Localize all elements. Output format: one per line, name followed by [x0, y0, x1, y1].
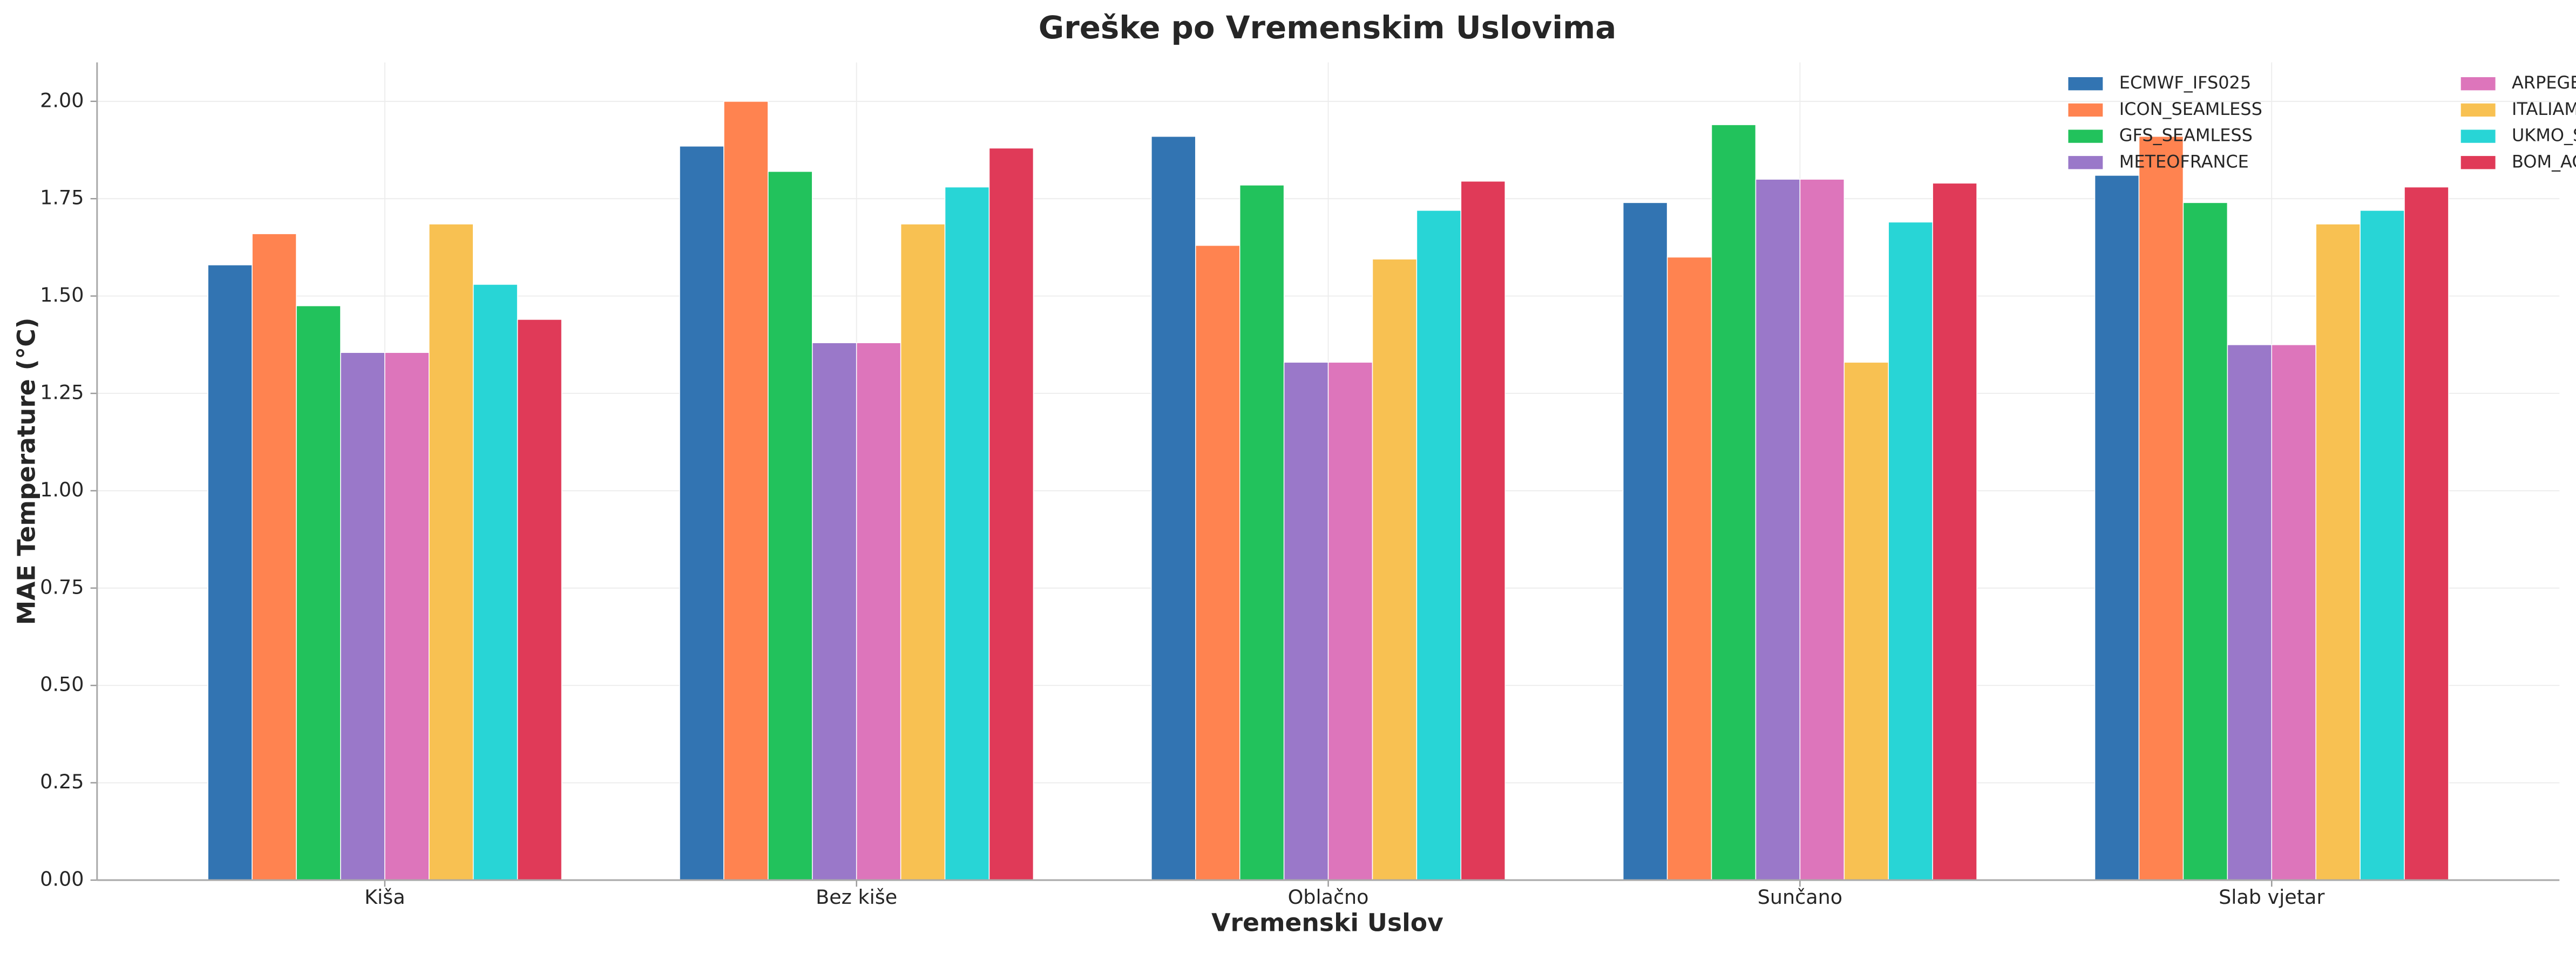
x-tick-label: Slab vjetar	[2219, 885, 2324, 909]
bar	[1666, 256, 1712, 881]
bar	[2404, 186, 2449, 881]
bar	[1622, 202, 1668, 881]
y-tick-label: 1.00	[40, 478, 84, 501]
bar	[252, 233, 297, 881]
bar	[944, 186, 990, 881]
bar	[1711, 124, 1757, 881]
y-tick-label: 1.75	[40, 186, 84, 209]
legend-label: ECMWF_IFS025	[2119, 72, 2251, 93]
y-axis-label: MAE Temperature (°C)	[12, 317, 40, 625]
bar	[429, 223, 474, 881]
x-tick-label: Oblačno	[1288, 885, 1369, 909]
bar	[2227, 344, 2273, 881]
bar	[1239, 185, 1285, 881]
legend-swatch	[2068, 130, 2103, 143]
legend-swatch	[2068, 103, 2103, 117]
bar	[517, 319, 562, 881]
bar	[1283, 362, 1329, 881]
y-tick-label: 0.75	[40, 575, 84, 598]
legend-label: ITALIAMETEO_ICON2I	[2512, 99, 2576, 119]
bar	[988, 147, 1034, 881]
legend-label: ICON_SEAMLESS	[2119, 99, 2262, 119]
bar	[1372, 258, 1418, 881]
bar	[2182, 202, 2228, 881]
y-tick-label: 0.50	[40, 673, 84, 696]
bar	[2138, 135, 2184, 881]
bar	[679, 146, 724, 881]
bar	[2094, 175, 2140, 881]
bar	[1799, 179, 1845, 881]
legend-label: UKMO_SEAMLESS	[2512, 125, 2576, 146]
bar	[1888, 221, 1933, 881]
y-tick-label: 1.50	[40, 283, 84, 306]
bar	[1460, 180, 1506, 881]
bar	[723, 101, 769, 881]
legend-swatch	[2068, 156, 2103, 169]
bar	[900, 223, 946, 881]
bar	[1843, 362, 1889, 881]
bar	[2271, 344, 2316, 881]
bar	[1327, 362, 1373, 881]
y-tick-label: 2.00	[40, 88, 84, 112]
bar	[1195, 245, 1240, 881]
legend-label: ARPEGE_EUROPE	[2512, 72, 2576, 93]
bar	[1151, 135, 1196, 881]
y-tick-label: 1.25	[40, 381, 84, 404]
legend-swatch	[2068, 77, 2103, 91]
legend-swatch	[2460, 77, 2496, 91]
x-tick-label: Bez kiše	[816, 885, 897, 909]
legend-label: GFS_SEAMLESS	[2119, 125, 2253, 146]
bar	[812, 342, 857, 881]
bar	[1416, 210, 1462, 881]
bar	[472, 284, 518, 881]
bar	[856, 342, 901, 881]
x-axis-label: Vremenski Uslov	[1211, 909, 1443, 937]
bar	[1755, 179, 1801, 881]
legend-label: BOM_ACCESS	[2512, 151, 2576, 172]
bar	[2360, 210, 2405, 881]
chart-title: Greške po Vremenskim Uslovima	[1039, 9, 1617, 46]
bar	[296, 305, 341, 881]
legend-label: METEOFRANCE	[2119, 151, 2249, 172]
y-tick-label: 0.00	[40, 868, 84, 891]
x-tick-label: Sunčano	[1758, 885, 1842, 909]
legend-swatch	[2460, 130, 2496, 143]
legend-swatch	[2460, 103, 2496, 117]
bar	[384, 352, 430, 881]
legend-swatch	[2460, 156, 2496, 169]
x-tick-label: Kiša	[364, 885, 405, 909]
bar	[1932, 182, 1977, 881]
y-tick-label: 0.25	[40, 770, 84, 793]
bar	[207, 264, 253, 881]
bar	[2315, 223, 2361, 881]
bar	[768, 171, 813, 881]
bar	[340, 352, 385, 881]
